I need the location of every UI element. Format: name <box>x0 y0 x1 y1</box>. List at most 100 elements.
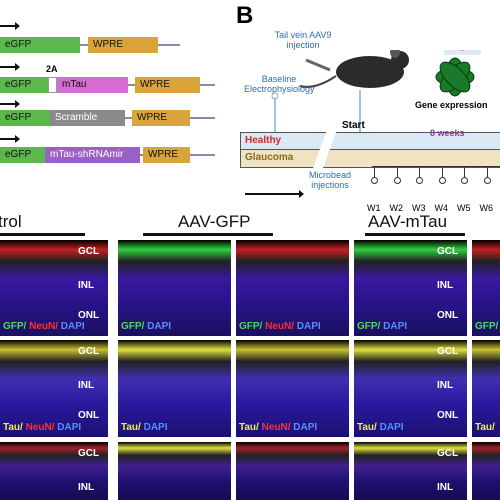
construct-segment: Scramble <box>50 110 125 126</box>
construct-segment: mTau <box>57 77 128 93</box>
column-header: AAV-GFP <box>178 212 251 231</box>
micrograph <box>354 240 467 336</box>
layer-label: GCL <box>78 346 100 357</box>
micrograph <box>472 442 500 500</box>
layer-label: INL <box>437 482 454 493</box>
layer-label: ONL <box>437 310 459 321</box>
promoter-arrow <box>0 135 20 143</box>
stain-part: DAPI <box>58 321 85 332</box>
stain-part: NeuN/ <box>26 321 59 332</box>
panel-label: B <box>236 2 254 29</box>
header-underline <box>365 233 465 236</box>
construct-segment: eGFP <box>0 147 45 163</box>
stain-part: DAPI <box>144 321 172 332</box>
construct-segment: mTau-shRNAmir <box>45 147 140 163</box>
stain-label: Tau/ <box>475 422 495 433</box>
promoter-arrow <box>0 22 20 30</box>
week-marker <box>371 177 378 184</box>
healthy-label: Healthy <box>245 135 282 146</box>
week-marker <box>438 177 446 184</box>
construct-segment: eGFP <box>0 110 50 126</box>
expression-label: Gene expression <box>415 100 488 110</box>
micrograph <box>236 442 349 500</box>
stain-part: DAPI <box>376 422 404 433</box>
layer-label: INL <box>78 482 95 493</box>
week-marker <box>416 177 423 184</box>
stain-part: NeuN/ <box>262 321 295 332</box>
construct-segment: WPRE <box>143 147 190 163</box>
stain-part: GFP/ <box>3 321 27 332</box>
stain-part: DAPI <box>140 422 168 433</box>
layer-label: GCL <box>437 346 459 357</box>
stain-part: Tau/ <box>121 422 141 433</box>
stain-label: Tau/ DAPI <box>121 422 168 433</box>
micrograph <box>472 240 500 336</box>
duration-label: 8 weeks <box>430 128 465 138</box>
stain-part: DAPI <box>290 422 318 433</box>
glaucoma-label: Glaucoma <box>245 152 294 163</box>
stain-part: NeuN/ <box>22 422 55 433</box>
week-tick <box>419 166 420 178</box>
start-label: Start <box>342 120 365 131</box>
micrograph <box>236 340 349 437</box>
stain-part: DAPI <box>54 422 82 433</box>
week-label: W4 <box>434 203 449 213</box>
layer-label: INL <box>78 280 95 291</box>
stain-label: GFP/ <box>475 321 498 332</box>
construct-segment: eGFP <box>0 37 80 53</box>
week-label: W3 <box>412 203 426 213</box>
week-marker <box>483 177 491 184</box>
week-label: W6 <box>479 203 494 213</box>
micrograph <box>0 240 108 336</box>
stain-part: Tau/ <box>239 422 259 433</box>
timeline-arrow <box>245 190 304 198</box>
week-tick <box>464 166 465 178</box>
week-label: W1 <box>367 203 381 213</box>
stain-part: GFP/ <box>121 321 145 332</box>
week-tick <box>374 166 375 178</box>
week-label: W5 <box>457 203 471 213</box>
stain-label: Tau/ NeuN/ DAPI <box>3 422 81 433</box>
micrograph <box>118 442 231 500</box>
microbead-label: Microbead injections <box>308 170 352 190</box>
stain-part: Tau/ <box>475 422 495 433</box>
stain-part: GFP/ <box>357 321 381 332</box>
injection-label: Tail vein AAV9 injection <box>274 30 332 50</box>
schematic <box>271 50 482 140</box>
micrograph <box>236 240 349 336</box>
stain-label: GFP/ NeuN/ DAPI <box>239 321 321 332</box>
stain-part: GFP/ <box>239 321 263 332</box>
layer-label: INL <box>78 380 95 391</box>
micrograph <box>118 340 231 437</box>
micrograph <box>118 240 231 336</box>
linker-label: 2A <box>46 64 58 74</box>
construct-segment: WPRE <box>88 37 158 53</box>
week-tick <box>396 166 398 178</box>
layer-label: INL <box>437 280 454 291</box>
layer-label: GCL <box>437 246 459 257</box>
stain-label: Tau/ DAPI <box>357 422 404 433</box>
promoter-arrow <box>0 63 20 71</box>
stain-part: Tau/ <box>357 422 377 433</box>
baseline-label: Baseline Electrophysiology <box>244 74 315 94</box>
stain-part: NeuN/ <box>258 422 291 433</box>
stain-label: GFP/ DAPI <box>357 321 407 332</box>
layer-label: GCL <box>78 448 100 459</box>
micrograph <box>354 340 467 437</box>
week-marker <box>461 177 468 184</box>
timeline-axis <box>372 166 500 167</box>
layer-label: ONL <box>78 310 100 321</box>
week-tick <box>486 166 488 178</box>
column-header: trol <box>0 212 22 231</box>
micrograph <box>472 340 500 437</box>
stain-label: GFP/ NeuN/ DAPI <box>3 321 85 332</box>
stain-part: Tau/ <box>3 422 23 433</box>
stain-part: DAPI <box>294 321 321 332</box>
construct-segment: WPRE <box>135 77 200 93</box>
stain-label: GFP/ DAPI <box>121 321 171 332</box>
micrograph <box>354 442 467 500</box>
linker <box>48 77 57 93</box>
header-underline <box>0 233 85 236</box>
construct-segment: eGFP <box>0 77 48 93</box>
